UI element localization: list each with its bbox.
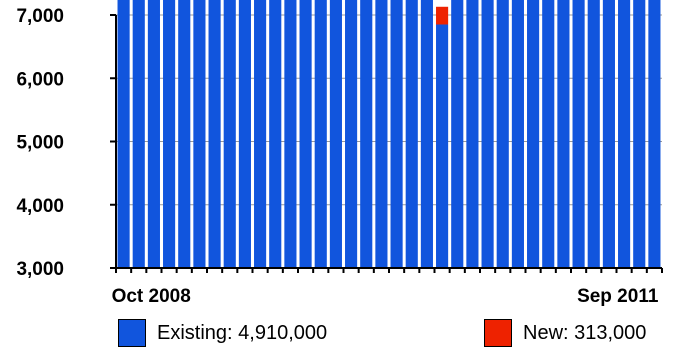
- bar-existing: [420, 0, 433, 269]
- bar-existing: [254, 0, 267, 268]
- bar-existing: [587, 0, 600, 268]
- bar-existing: [527, 0, 540, 268]
- bars: [117, 0, 661, 269]
- y-tick-label: 5,000: [16, 133, 64, 154]
- bar-existing: [648, 0, 661, 268]
- bar-existing: [345, 0, 358, 268]
- y-tick-label: 7,000: [16, 6, 64, 27]
- legend-swatch-new: [484, 319, 512, 347]
- bar-existing: [193, 0, 206, 269]
- y-tick-label: 4,000: [16, 196, 64, 217]
- bar-existing: [163, 0, 176, 268]
- bar-existing: [542, 0, 555, 268]
- bar-existing: [238, 0, 251, 269]
- x-tick-label: Oct 2008: [112, 286, 191, 307]
- x-tick-label: Sep 2011: [577, 286, 659, 307]
- bar-new: [436, 6, 449, 25]
- bar-existing: [178, 0, 191, 269]
- bar-existing: [496, 0, 509, 268]
- axes: [110, 14, 663, 273]
- bar-existing: [314, 0, 327, 268]
- legend-label-new: New: 313,000: [523, 321, 647, 344]
- grid-lines: [116, 14, 662, 206]
- bar-existing: [147, 0, 160, 268]
- bar-existing: [208, 0, 221, 269]
- bar-existing: [451, 0, 464, 268]
- bar-existing: [481, 0, 494, 269]
- bar-existing: [360, 0, 373, 268]
- bar-existing: [375, 0, 388, 269]
- legend-swatch-existing: [118, 319, 146, 347]
- bar-existing: [405, 0, 418, 269]
- bar-existing: [511, 0, 524, 269]
- y-tick-labels: 3,000 4,000 5,000 6,000 7,000: [16, 6, 64, 280]
- bar-existing: [132, 0, 145, 269]
- x-tick-labels: Oct 2008 Sep 2011: [112, 286, 659, 307]
- bar-existing: [284, 0, 297, 269]
- bar-existing: [618, 0, 631, 269]
- legend-label-existing: Existing: 4,910,000: [157, 321, 328, 344]
- bar-existing: [117, 0, 130, 268]
- bar-existing: [436, 24, 449, 268]
- bar-existing: [223, 0, 236, 269]
- y-tick-label: 3,000: [16, 259, 64, 280]
- bar-existing: [572, 0, 585, 269]
- bar-existing: [466, 0, 479, 268]
- legend-existing: Existing: 4,910,000: [118, 318, 327, 348]
- bar-existing: [299, 0, 312, 269]
- bar-existing: [557, 0, 570, 269]
- stacked-bar-chart: 3,000 4,000 5,000 6,000 7,000 Oct 2008 Sep 20…: [16, 0, 663, 307]
- bar-existing: [602, 0, 615, 269]
- bar-existing: [633, 0, 646, 268]
- legend-new: New: 313,000: [484, 318, 646, 348]
- bar-existing: [390, 0, 403, 269]
- y-tick-label: 6,000: [16, 69, 64, 90]
- bar-existing: [269, 0, 282, 268]
- bar-existing: [329, 0, 342, 268]
